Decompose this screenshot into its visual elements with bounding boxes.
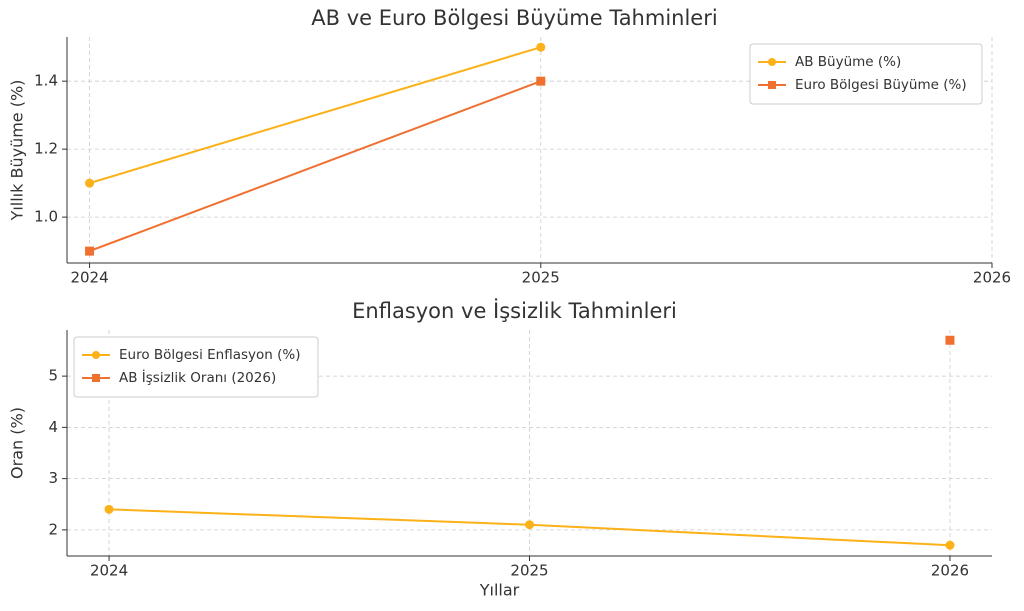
y-tick-label: 4 — [48, 418, 58, 436]
legend-marker — [92, 351, 100, 359]
marker — [85, 178, 95, 188]
y-axis-label: Yıllık Büyüme (%) — [8, 80, 27, 222]
legend-box — [749, 43, 983, 105]
legend-label: AB İşsizlik Oranı (2026) — [119, 368, 276, 386]
marker — [85, 246, 95, 256]
y-axis-label: Oran (%) — [8, 407, 27, 479]
legend-label: Euro Bölgesi Enflasyon (%) — [119, 347, 300, 363]
marker — [536, 76, 546, 86]
x-axis-label: Yıllar — [479, 581, 520, 600]
y-tick-label: 1.0 — [34, 208, 58, 226]
x-tick-label: 2026 — [973, 269, 1011, 287]
x-tick-label: 2025 — [510, 562, 548, 580]
marker — [945, 540, 955, 550]
y-tick-label: 5 — [48, 367, 58, 385]
legend-label: Euro Bölgesi Büyüme (%) — [795, 77, 967, 93]
x-tick-label: 2024 — [90, 562, 128, 580]
chart-title: AB ve Euro Bölgesi Büyüme Tahminleri — [311, 6, 717, 30]
series-line — [89, 80, 542, 253]
y-tick-label: 2 — [48, 520, 58, 538]
legend-label: AB Büyüme (%) — [795, 54, 901, 70]
legend-marker — [768, 58, 776, 66]
y-tick-label: 1.2 — [34, 140, 58, 158]
legend-marker — [92, 374, 100, 382]
x-tick-label: 2025 — [522, 269, 560, 287]
y-tick-label: 3 — [48, 469, 58, 487]
y-tick-label: 1.4 — [34, 72, 58, 90]
marker — [945, 335, 955, 345]
marker — [536, 42, 546, 52]
marker — [525, 520, 534, 530]
marker — [104, 504, 114, 514]
x-tick-label: 2026 — [931, 562, 969, 580]
series-line — [89, 46, 542, 185]
x-tick-label: 2024 — [70, 269, 108, 287]
chart-title: Enflasyon ve İşsizlik Tahminleri — [352, 298, 677, 323]
legend-marker — [768, 81, 776, 89]
legend-box — [73, 336, 319, 398]
